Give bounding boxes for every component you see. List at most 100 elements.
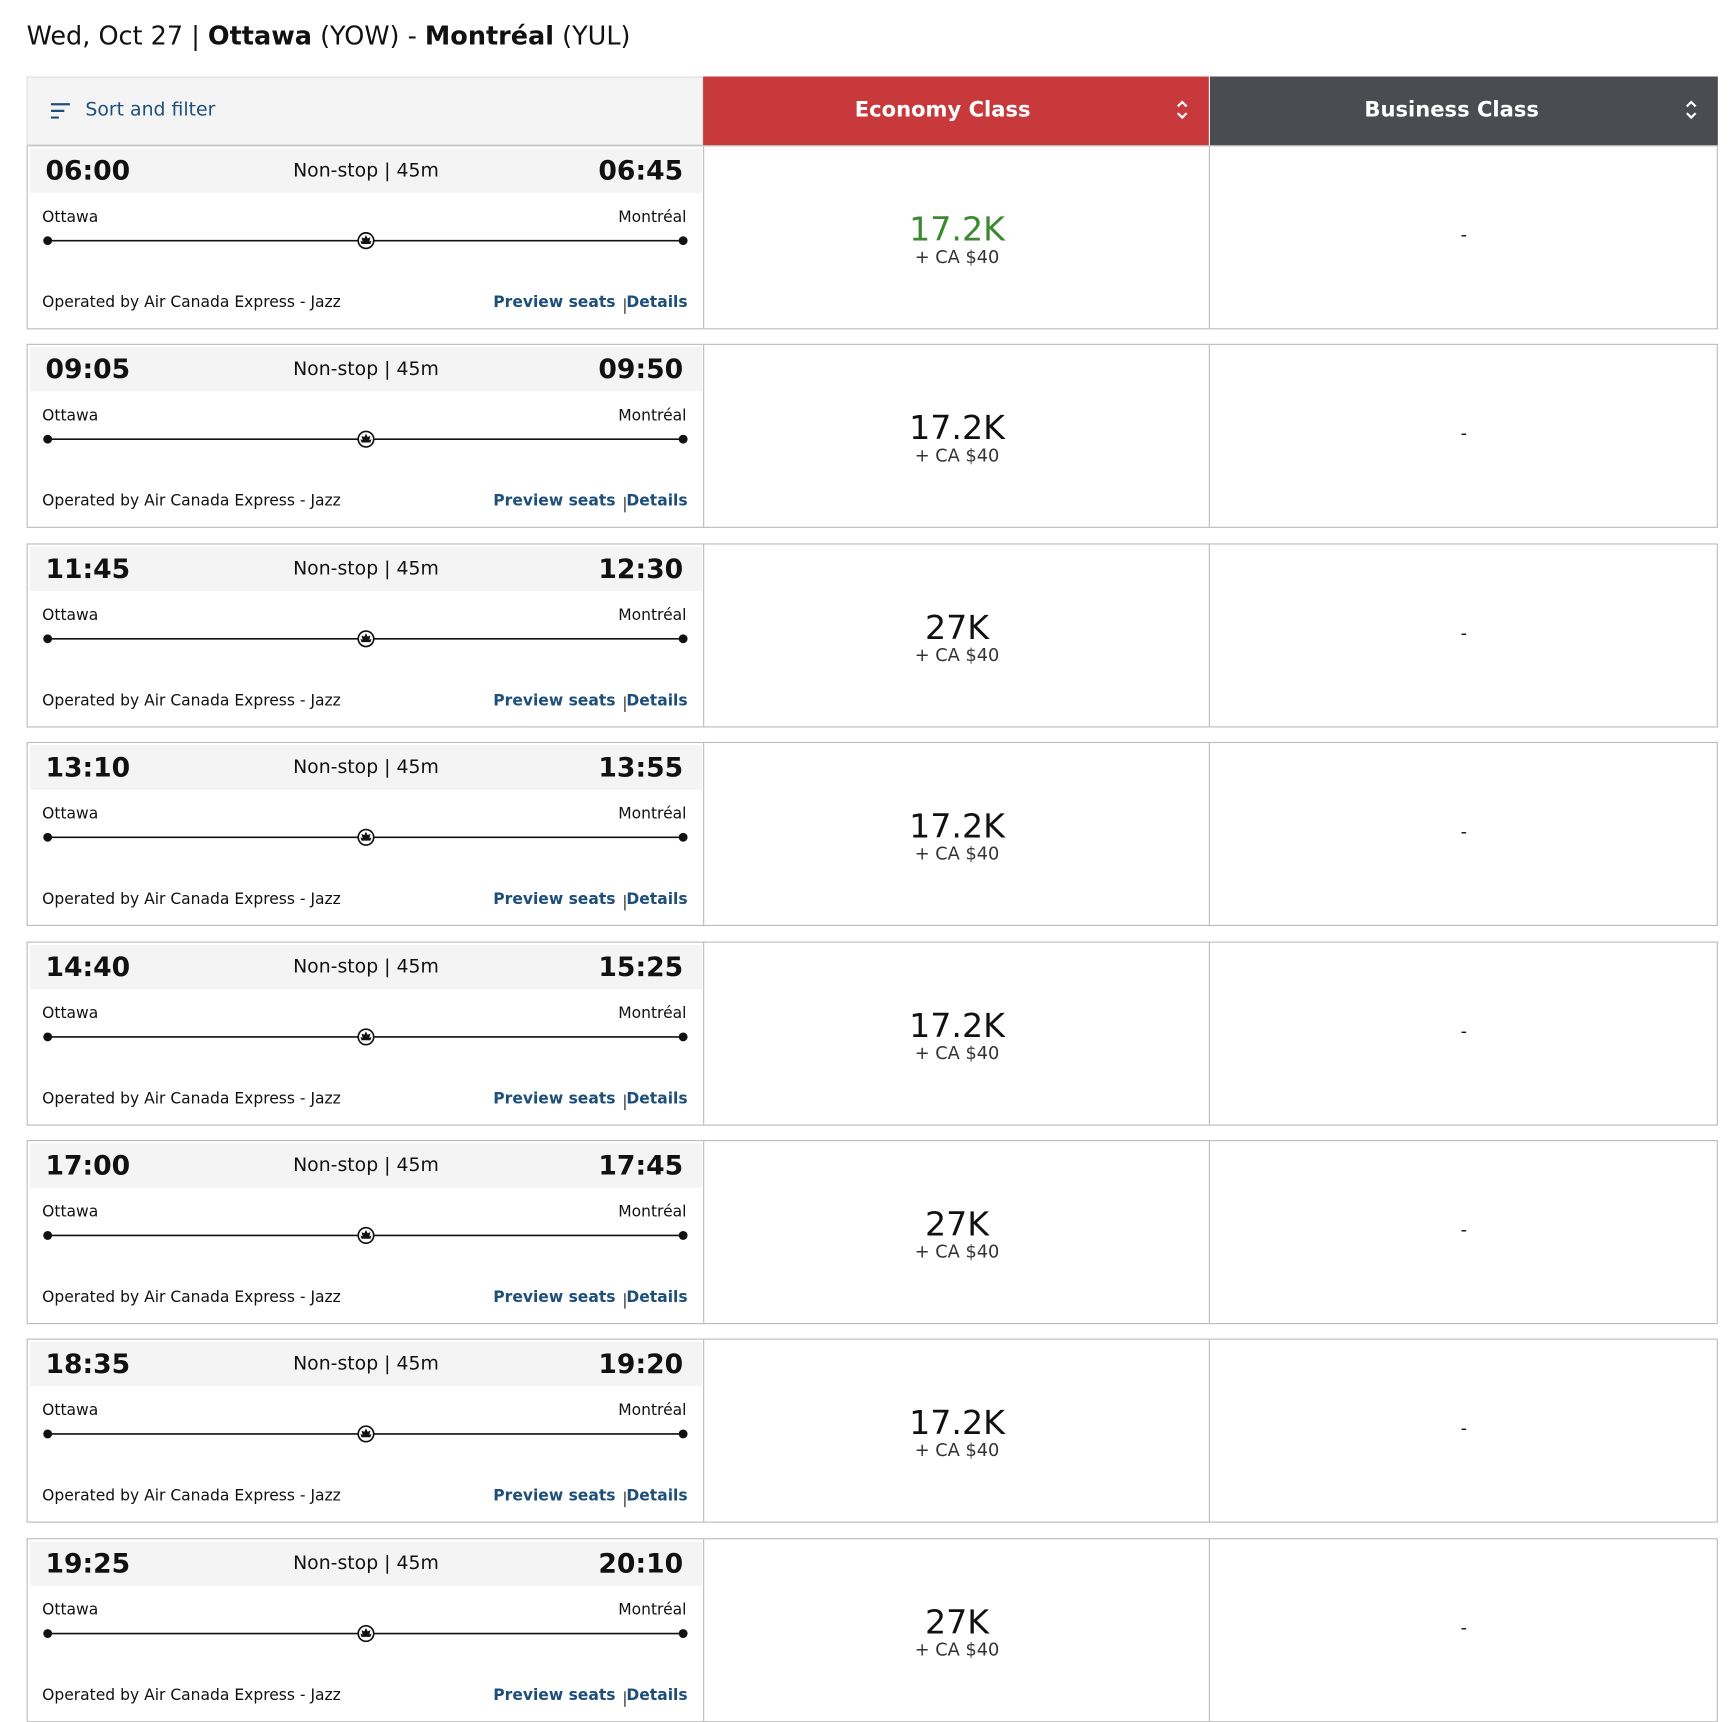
column-divider [1208,1141,1210,1324]
flight-row: 13:10 Non-stop | 45m 13:55 Ottawa Montréal Op… [26,742,1718,927]
details[interactable]: Details [626,492,688,511]
depart-time: 18:35 [45,1348,131,1381]
details[interactable]: Details [626,1089,688,1108]
sort-icon [1176,100,1188,120]
economy-header[interactable]: Economy Class [703,76,1209,146]
arrive-time: 06:45 [598,155,684,187]
operator: Operated by Air Canada Express - Jazz [42,890,341,909]
destination: Montréal [618,606,687,625]
duration: Non-stop | 45m [293,159,439,182]
operator: Operated by Air Canada Express - Jazz [42,1487,341,1506]
column-divider [703,1141,705,1324]
business-price: - [1460,820,1468,842]
economy-fee: + CA $40 [914,246,1000,268]
flight-row: 11:45 Non-stop | 45m 12:30 Ottawa Montréal Op… [26,543,1718,728]
arrive-time: 15:25 [598,951,684,983]
column-divider [1208,1340,1210,1522]
destination: Montréal [618,805,687,824]
depart-time: 19:25 [45,1547,131,1579]
link-separator [624,1094,626,1110]
business-price: - [1460,1019,1468,1041]
economy-fee: + CA $40 [914,1042,1000,1064]
route-line [43,431,688,449]
economy-fee: + CA $40 [914,843,1000,865]
depart-time: 13:10 [45,752,131,784]
depart-time: 17:00 [45,1150,131,1182]
sort-label: Sort and filter [85,98,216,121]
business-price: - [1460,224,1468,246]
preview-seats[interactable]: Preview seats [493,1686,616,1705]
operator: Operated by Air Canada Express - Jazz [42,293,341,312]
economy-label: Economy Class [854,97,1031,122]
origin: Ottawa [42,805,99,824]
time-bar [29,745,702,790]
operator: Operated by Air Canada Express - Jazz [42,1686,341,1705]
time-bar [29,1143,702,1188]
economy-points[interactable]: 17.2K [909,210,1006,250]
time-bar [29,1541,702,1586]
column-divider [703,146,705,329]
origin: Ottawa [42,407,99,426]
economy-fee: + CA $40 [914,644,1000,666]
time-bar [29,546,702,591]
route-line [43,828,688,847]
preview-seats[interactable]: Preview seats [493,293,616,312]
economy-points[interactable]: 17.2K [909,1006,1006,1046]
destination: Montréal [618,1601,687,1619]
flight-row: 18:35 Non-stop | 45m 19:20 Ottawa Montréal Op… [26,1338,1718,1524]
preview-seats[interactable]: Preview seats [493,890,616,909]
preview-seats[interactable]: Preview seats [493,492,616,511]
preview-seats[interactable]: Preview seats [493,1089,616,1108]
preview-seats[interactable]: Preview seats [493,1288,616,1307]
economy-points[interactable]: 17.2K [909,409,1006,449]
sort-filter[interactable]: Sort and filter [26,76,704,146]
duration: Non-stop | 45m [293,1154,439,1177]
business-label: Business Class [1364,97,1539,122]
details[interactable]: Details [626,890,688,909]
preview-seats[interactable]: Preview seats [493,1487,616,1506]
operator: Operated by Air Canada Express - Jazz [42,1089,341,1108]
economy-fee: + CA $40 [914,445,1000,467]
economy-points[interactable]: 17.2K [909,807,1006,847]
link-separator [624,1690,626,1707]
flight-row: 06:00 Non-stop | 45m 06:45 Ottawa Montréal Op… [26,145,1718,330]
details[interactable]: Details [626,1288,688,1307]
economy-points[interactable]: 27K [924,1205,990,1245]
operator: Operated by Air Canada Express - Jazz [42,1288,341,1307]
preview-seats[interactable]: Preview seats [493,691,616,710]
link-separator [624,497,626,513]
depart-time: 14:40 [45,951,131,983]
route-line [43,232,688,250]
duration: Non-stop | 45m [293,557,439,580]
origin: Ottawa [42,606,99,625]
details[interactable]: Details [626,1686,688,1705]
economy-fee: + CA $40 [914,1638,1000,1660]
origin: Ottawa [42,208,99,227]
economy-points[interactable]: 27K [924,608,990,648]
flight-row: 14:40 Non-stop | 45m 15:25 Ottawa Montréal Op… [26,941,1718,1126]
origin: Ottawa [42,1402,99,1420]
depart-time: 09:05 [45,354,131,386]
business-header[interactable]: Business Class [1209,76,1718,146]
business-price: - [1460,422,1468,445]
economy-points[interactable]: 27K [924,1603,990,1643]
destination: Montréal [618,1004,687,1023]
time-bar [29,148,702,193]
date: Wed, Oct 27 | [26,22,200,52]
arrive-time: 19:20 [598,1348,684,1381]
depart-time: 11:45 [45,553,131,585]
arrive-time: 13:55 [598,752,684,784]
economy-points[interactable]: 17.2K [909,1404,1006,1444]
link-separator [624,895,626,911]
column-divider [1208,743,1210,926]
details[interactable]: Details [626,293,688,312]
duration: Non-stop | 45m [293,756,439,779]
duration: Non-stop | 45m [293,358,439,381]
column-divider [1208,146,1210,329]
details[interactable]: Details [626,691,688,710]
filter-icon [51,103,70,119]
details[interactable]: Details [626,1487,688,1506]
link-separator [624,298,626,314]
dest-city: Montréal [424,22,555,52]
